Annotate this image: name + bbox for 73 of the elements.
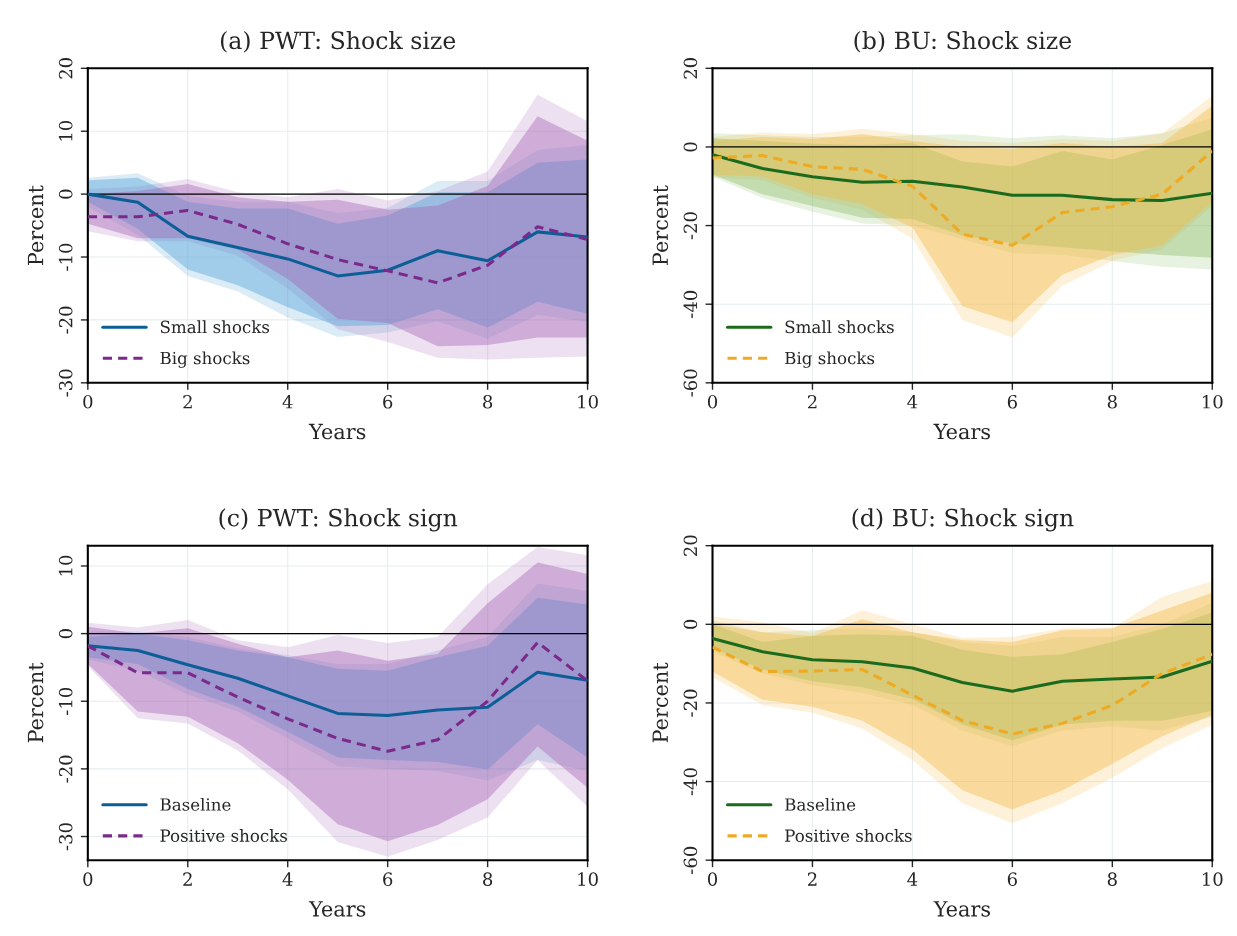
line-series bbox=[87, 208, 588, 285]
x-tick-label: 2 bbox=[183, 872, 192, 886]
x-tick-label: 2 bbox=[183, 394, 192, 409]
x-axis-title: Years bbox=[308, 423, 366, 440]
legend-label: Big shocks bbox=[160, 351, 250, 368]
x-tick-label: 8 bbox=[1107, 872, 1117, 886]
x-tick-label: 6 bbox=[1007, 872, 1017, 886]
legend-label: Baseline bbox=[160, 797, 231, 811]
legend-label: Small shocks bbox=[785, 320, 894, 334]
x-tick-label: 4 bbox=[907, 394, 918, 409]
y-axis-title: Percent bbox=[27, 662, 44, 743]
x-tick-label: 4 bbox=[282, 394, 293, 409]
x-tick-label: 8 bbox=[1107, 394, 1117, 409]
y-tick-label: 20 bbox=[683, 535, 698, 556]
line-series bbox=[712, 645, 1213, 736]
x-tick-label: 10 bbox=[1202, 394, 1223, 409]
x-tick-label: 6 bbox=[1007, 394, 1017, 409]
y-tick-label: -10 bbox=[58, 687, 73, 715]
y-tick-label: 0 bbox=[58, 629, 73, 639]
y-tick-label: 0 bbox=[683, 619, 698, 629]
x-tick-label: 4 bbox=[907, 872, 918, 886]
x-tick-label: 0 bbox=[707, 872, 718, 886]
y-tick-label: -40 bbox=[683, 768, 698, 796]
y-tick-label: 20 bbox=[683, 58, 698, 79]
x-tick-label: 2 bbox=[807, 394, 817, 409]
line-series bbox=[712, 636, 1213, 693]
y-tick-label: -20 bbox=[683, 212, 698, 240]
line-series bbox=[712, 149, 1213, 247]
line-series bbox=[712, 153, 1213, 202]
y-tick-label: 0 bbox=[683, 142, 698, 152]
legend-label: Positive shocks bbox=[160, 829, 288, 842]
x-tick-label: 0 bbox=[707, 394, 718, 409]
x-tick-label: 6 bbox=[383, 872, 393, 886]
legend-label: Small shocks bbox=[160, 320, 270, 334]
line-series bbox=[87, 640, 588, 753]
chart-title: (c) PWT: Shock sign bbox=[219, 508, 458, 532]
line-series bbox=[87, 644, 588, 717]
y-tick-label: -30 bbox=[58, 369, 73, 397]
y-tick-label: -40 bbox=[683, 290, 698, 318]
legend-label: Positive shocks bbox=[785, 829, 912, 842]
x-tick-label: 10 bbox=[1202, 872, 1223, 886]
y-axis-title: Percent bbox=[652, 185, 669, 265]
y-tick-label: 20 bbox=[58, 58, 73, 79]
y-tick-label: -20 bbox=[58, 306, 73, 334]
y-tick-label: 0 bbox=[58, 189, 73, 199]
legend-label: Big shocks bbox=[785, 351, 875, 368]
x-tick-label: 10 bbox=[578, 394, 598, 409]
x-tick-label: 10 bbox=[578, 872, 598, 886]
x-tick-label: 8 bbox=[483, 394, 493, 409]
x-tick-label: 2 bbox=[807, 872, 817, 886]
line-series bbox=[87, 192, 588, 278]
y-tick-label: -30 bbox=[58, 823, 73, 851]
x-axis-title: Years bbox=[308, 901, 366, 917]
x-tick-label: 0 bbox=[83, 872, 93, 886]
legend-label: Baseline bbox=[785, 797, 856, 811]
y-tick-label: -20 bbox=[58, 755, 73, 783]
x-tick-label: 6 bbox=[383, 394, 393, 409]
chart-title: (b) BU: Shock size bbox=[854, 30, 1072, 53]
chart-title: (d) BU: Shock sign bbox=[852, 508, 1074, 532]
x-tick-label: 0 bbox=[83, 394, 93, 409]
chart-title: (a) PWT: Shock size bbox=[220, 30, 456, 53]
y-tick-label: 10 bbox=[58, 120, 73, 141]
y-axis-title: Percent bbox=[652, 662, 669, 743]
x-axis-title: Years bbox=[933, 423, 990, 440]
y-tick-label: -10 bbox=[58, 243, 73, 271]
y-tick-label: 10 bbox=[58, 555, 73, 576]
y-tick-label: -60 bbox=[683, 846, 698, 874]
x-axis-title: Years bbox=[933, 901, 990, 917]
y-axis-title: Percent bbox=[27, 185, 44, 265]
x-tick-label: 8 bbox=[483, 872, 493, 886]
x-tick-label: 4 bbox=[282, 872, 293, 886]
y-tick-label: -20 bbox=[683, 689, 698, 717]
y-tick-label: -60 bbox=[683, 369, 698, 397]
